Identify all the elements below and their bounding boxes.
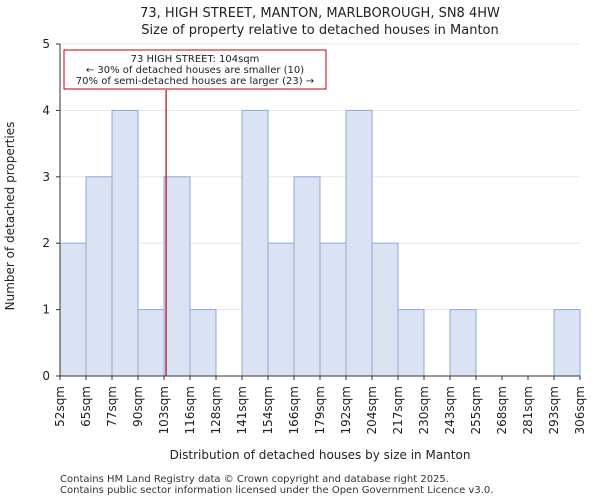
x-tick-label-52sqm: 52sqm — [53, 386, 67, 427]
x-tick-label-154sqm: 154sqm — [261, 386, 275, 434]
x-tick-label-230sqm: 230sqm — [417, 386, 431, 434]
bar-141sqm — [241, 109, 269, 377]
bar-204sqm — [371, 242, 399, 377]
bar-217sqm — [397, 309, 425, 377]
x-tick-label-281sqm: 281sqm — [521, 386, 535, 434]
annotation-line-2: ← 30% of detached houses are smaller (10… — [86, 65, 304, 76]
y-tick-label-1: 1 — [42, 303, 50, 317]
bar-243sqm — [449, 309, 477, 377]
annotation-line-3: 70% of semi-detached houses are larger (… — [76, 76, 314, 87]
footer-line-2: Contains public sector information licen… — [60, 485, 494, 496]
x-tick-label-116sqm: 116sqm — [183, 386, 197, 434]
x-tick-label-192sqm: 192sqm — [339, 386, 353, 434]
bar-103sqm — [163, 176, 191, 377]
footer-line-1: Contains HM Land Registry data © Crown c… — [60, 474, 449, 485]
x-tick-label-166sqm: 166sqm — [287, 386, 301, 434]
bar-192sqm — [345, 109, 373, 377]
x-tick-label-306sqm: 306sqm — [573, 386, 587, 434]
annotation-line-1: 73 HIGH STREET: 104sqm — [131, 54, 260, 65]
y-ticks: 0 1 2 3 4 5 — [42, 37, 60, 383]
x-tick-label-243sqm: 243sqm — [443, 386, 457, 434]
y-tick-label-4: 4 — [42, 103, 50, 117]
annotation-rect — [63, 49, 327, 90]
bar-154sqm — [267, 242, 295, 377]
bar-90sqm — [137, 309, 165, 377]
x-tick-label-90sqm: 90sqm — [131, 386, 145, 427]
bar-52sqm — [59, 242, 87, 377]
x-tick-label-103sqm: 103sqm — [157, 386, 171, 434]
x-ticks: 52sqm 65sqm 77sqm 90sqm 103sqm 116sqm 128sqm 14… — [53, 376, 587, 434]
chart-title: 73, HIGH STREET, MANTON, MARLBOROUGH, SN… — [140, 6, 500, 21]
bar-77sqm — [111, 109, 139, 377]
x-tick-label-128sqm: 128sqm — [209, 386, 223, 434]
bar-166sqm — [293, 176, 321, 377]
bar-65sqm — [85, 176, 113, 377]
y-tick-label-2: 2 — [42, 236, 50, 250]
bar-293sqm — [553, 309, 581, 377]
annotation-box: 73 HIGH STREET: 104sqm ← 30% of detached… — [63, 49, 327, 90]
x-tick-label-141sqm: 141sqm — [235, 386, 249, 434]
x-tick-label-255sqm: 255sqm — [469, 386, 483, 434]
bar-179sqm — [319, 242, 347, 377]
chart-subtitle: Size of property relative to detached ho… — [141, 23, 499, 38]
y-tick-label-0: 0 — [42, 369, 50, 383]
x-tick-label-268sqm: 268sqm — [495, 386, 509, 434]
x-tick-label-179sqm: 179sqm — [313, 386, 327, 434]
x-axis-label: Distribution of detached houses by size … — [170, 448, 471, 462]
y-tick-label-3: 3 — [42, 170, 50, 184]
bar-116sqm — [189, 309, 217, 377]
x-tick-label-217sqm: 217sqm — [391, 386, 405, 434]
x-tick-label-204sqm: 204sqm — [365, 386, 379, 434]
x-tick-label-65sqm: 65sqm — [79, 386, 93, 427]
x-tick-label-77sqm: 77sqm — [105, 386, 119, 427]
y-axis-label: Number of detached properties — [3, 122, 17, 311]
x-tick-label-293sqm: 293sqm — [547, 386, 561, 434]
y-tick-label-5: 5 — [42, 37, 50, 51]
bars — [59, 109, 581, 377]
